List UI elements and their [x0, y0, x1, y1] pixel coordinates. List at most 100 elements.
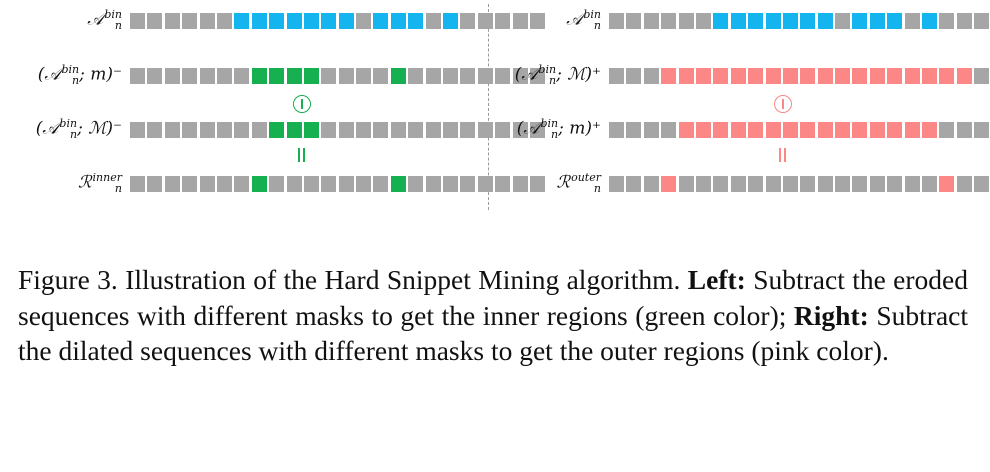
inactive-cell	[425, 176, 441, 192]
inactive-cell	[835, 176, 851, 192]
inactive-cell	[460, 122, 476, 138]
right-sequence-4	[609, 176, 990, 192]
inactive-cell	[216, 13, 232, 29]
label-superscript: bin	[538, 63, 557, 76]
label-symbol: 𝒜	[87, 9, 104, 30]
inactive-cell	[609, 176, 624, 192]
inactive-cell	[182, 176, 198, 192]
label-subscript: n	[593, 19, 601, 32]
inactive-cell	[356, 68, 372, 84]
inactive-cell	[443, 176, 459, 192]
active-cell	[390, 176, 406, 192]
active-cell	[373, 13, 389, 29]
active-cell	[939, 68, 955, 84]
inactive-cell	[661, 13, 677, 29]
inactive-cell	[460, 13, 476, 29]
inactive-cell	[956, 13, 972, 29]
inactive-cell	[303, 176, 319, 192]
active-cell	[390, 13, 406, 29]
inactive-cell	[477, 176, 493, 192]
inactive-cell	[356, 122, 372, 138]
left-sequence-3	[130, 122, 547, 138]
inactive-cell	[748, 176, 764, 192]
inactive-cell	[974, 13, 990, 29]
active-cell	[269, 68, 285, 84]
inactive-cell	[477, 122, 493, 138]
inactive-cell	[782, 176, 798, 192]
label-superscript: bin	[540, 117, 559, 130]
active-cell	[234, 13, 250, 29]
inactive-cell	[182, 13, 198, 29]
inactive-cell	[477, 68, 493, 84]
inactive-cell	[529, 13, 545, 29]
inactive-cell	[356, 176, 372, 192]
inactive-cell	[800, 176, 816, 192]
inactive-cell	[626, 13, 642, 29]
active-cell	[303, 13, 319, 29]
label-prefix: (	[516, 118, 524, 139]
inactive-cell	[922, 176, 938, 192]
active-cell	[782, 68, 798, 84]
inactive-cell	[234, 122, 250, 138]
figure-caption: Figure 3. Illustration of the Hard Snipp…	[18, 262, 968, 369]
left-equals-operator-icon	[298, 148, 305, 162]
active-cell	[869, 68, 885, 84]
inactive-cell	[234, 68, 250, 84]
inactive-cell	[695, 176, 711, 192]
active-cell	[443, 13, 459, 29]
active-cell	[321, 13, 337, 29]
active-cell	[817, 68, 833, 84]
inactive-cell	[904, 176, 920, 192]
inactive-cell	[390, 122, 406, 138]
inactive-cell	[495, 122, 511, 138]
active-cell	[286, 68, 302, 84]
inactive-cell	[512, 13, 528, 29]
active-cell	[748, 13, 764, 29]
active-cell	[852, 122, 868, 138]
inactive-cell	[643, 122, 659, 138]
label-suffix: ; ℳ)⁺	[556, 64, 601, 85]
caption-intro: Illustration of the Hard Snippet Mining …	[117, 264, 688, 295]
label-symbol: ℛ	[556, 172, 571, 193]
active-cell	[800, 122, 816, 138]
active-cell	[887, 68, 903, 84]
inactive-cell	[199, 13, 215, 29]
active-cell	[922, 68, 938, 84]
inactive-cell	[460, 176, 476, 192]
inactive-cell	[956, 176, 972, 192]
inactive-cell	[512, 176, 528, 192]
inactive-cell	[338, 68, 354, 84]
inactive-cell	[425, 68, 441, 84]
inactive-cell	[956, 122, 972, 138]
active-cell	[904, 122, 920, 138]
label-suffix: ; ℳ)⁻	[77, 118, 122, 139]
inactive-cell	[495, 176, 511, 192]
inactive-cell	[147, 68, 163, 84]
active-cell	[713, 68, 729, 84]
active-cell	[695, 68, 711, 84]
label-symbol: 𝒜	[523, 118, 540, 139]
inactive-cell	[939, 122, 955, 138]
inactive-cell	[199, 68, 215, 84]
inactive-cell	[408, 176, 424, 192]
inactive-cell	[130, 68, 145, 84]
right-minus-operator-icon	[774, 95, 792, 113]
active-cell	[269, 13, 285, 29]
inactive-cell	[974, 176, 990, 192]
inactive-cell	[216, 122, 232, 138]
inactive-cell	[356, 13, 372, 29]
inactive-cell	[182, 68, 198, 84]
inactive-cell	[695, 13, 711, 29]
label-subscript: n	[114, 182, 122, 195]
active-cell	[303, 68, 319, 84]
caption-figure-label: Figure 3.	[18, 264, 118, 295]
inactive-cell	[321, 68, 337, 84]
label-symbol: ℛ	[77, 172, 92, 193]
inactive-cell	[147, 176, 163, 192]
right-sequence-2	[609, 68, 990, 84]
inactive-cell	[216, 176, 232, 192]
active-cell	[661, 68, 677, 84]
inactive-cell	[529, 176, 545, 192]
